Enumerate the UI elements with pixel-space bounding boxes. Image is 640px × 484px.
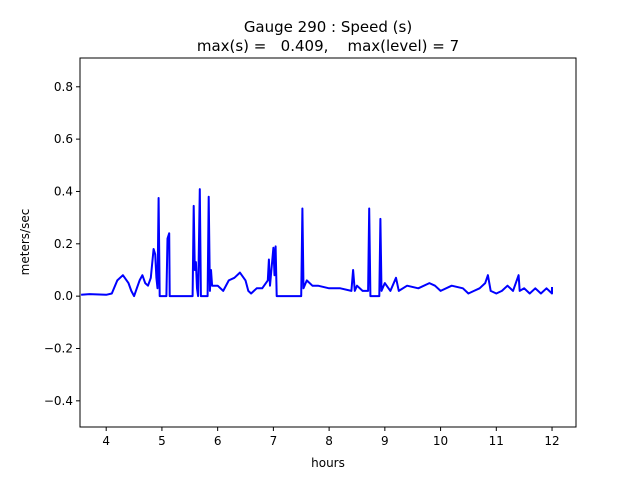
x-tick-label: 5 bbox=[158, 434, 166, 448]
y-tick-label: −0.2 bbox=[44, 341, 73, 355]
plot-area bbox=[81, 188, 553, 298]
y-tick-label: 0.8 bbox=[54, 80, 73, 94]
y-tick-label: 0.0 bbox=[54, 289, 73, 303]
x-tick-label: 9 bbox=[381, 434, 389, 448]
y-tick-label: 0.2 bbox=[54, 237, 73, 251]
y-tick-label: 0.4 bbox=[54, 184, 73, 198]
x-tick-label: 4 bbox=[102, 434, 110, 448]
x-axis-label: hours bbox=[311, 456, 345, 470]
series-line-speed bbox=[81, 188, 553, 298]
x-tick-label: 12 bbox=[544, 434, 559, 448]
x-tick-label: 6 bbox=[214, 434, 222, 448]
x-tick-label: 7 bbox=[270, 434, 278, 448]
axes-frame bbox=[79, 57, 577, 428]
chart-subtitle: max(s) = 0.409, max(level) = 7 bbox=[197, 37, 459, 55]
x-tick-label: 11 bbox=[489, 434, 504, 448]
y-tick-label: 0.6 bbox=[54, 132, 73, 146]
y-tick-label: −0.4 bbox=[44, 394, 73, 408]
chart-title: Gauge 290 : Speed (s) bbox=[244, 18, 412, 36]
y-axis-label: meters/sec bbox=[18, 209, 32, 276]
x-axis: 4 5 6 7 8 9 10 11 12 bbox=[102, 427, 560, 448]
x-tick-label: 8 bbox=[325, 434, 333, 448]
x-tick-label: 10 bbox=[433, 434, 448, 448]
y-axis: −0.4 −0.2 0.0 0.2 0.4 0.6 0.8 bbox=[44, 80, 80, 408]
